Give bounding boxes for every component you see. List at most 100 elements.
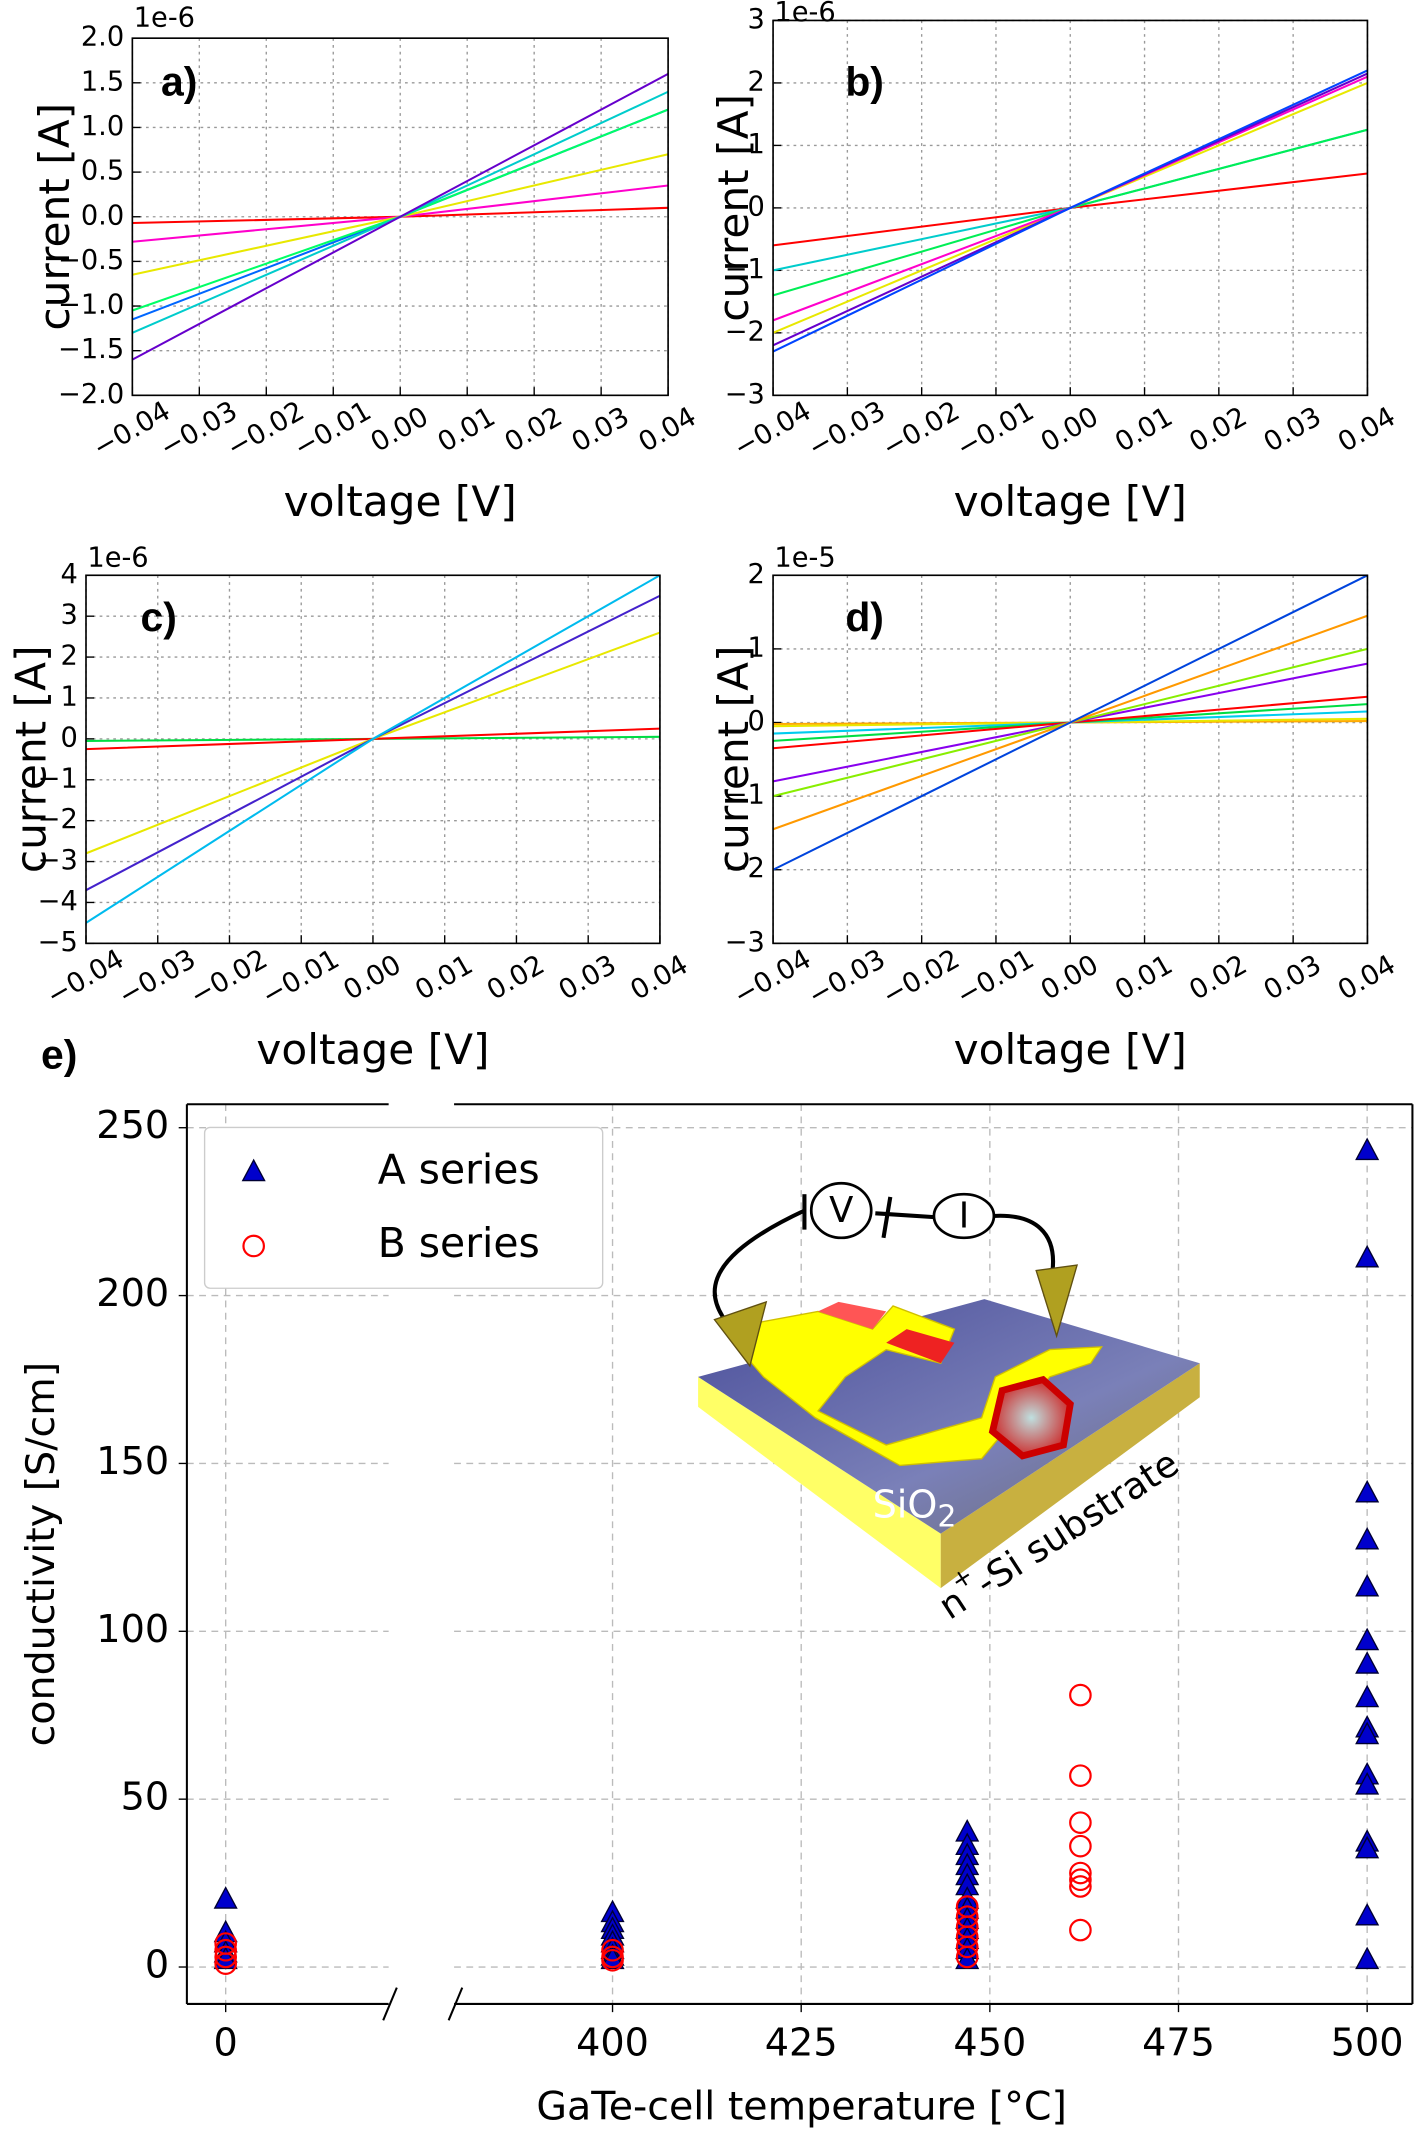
series-line	[772, 574, 1368, 871]
x-tick-label: 0.03	[1259, 401, 1327, 458]
y-tick-label: 1	[60, 681, 77, 712]
x-tick-label: −0.01	[952, 944, 1040, 1013]
series-line	[772, 69, 1368, 353]
x-tick-label: 0	[214, 2021, 238, 2065]
y-tick-label: 250	[96, 1104, 169, 1148]
probe	[713, 1300, 768, 1368]
y-tick-label: −2.0	[58, 379, 124, 410]
y-tick-label: 0	[748, 191, 765, 222]
y-tick-label: −2	[725, 316, 765, 347]
triangle-marker	[955, 1946, 980, 1970]
circle-marker	[214, 1952, 237, 1975]
y-axis-title: current [A]	[7, 645, 56, 873]
y-axis-title: current [A]	[709, 645, 758, 873]
plot-frame	[772, 574, 1369, 945]
current-symbol: I	[959, 1195, 969, 1236]
series-line	[85, 574, 661, 924]
circle-marker	[601, 1938, 624, 1962]
flake	[988, 1375, 1074, 1460]
x-tick-label: 0.00	[366, 401, 434, 458]
y-tick-label: 100	[96, 1608, 169, 1652]
x-tick-label: 0.04	[1333, 949, 1401, 1006]
x-tick-label: 0.04	[625, 949, 693, 1006]
plot-frame	[772, 19, 1369, 397]
x-tick-label: −0.02	[877, 944, 965, 1013]
y-tick-label: 1.0	[81, 111, 124, 142]
panel-label: a)	[161, 58, 197, 104]
x-tick-label: 0.00	[1036, 401, 1104, 458]
circle-marker	[214, 1945, 237, 1969]
circle-marker	[1069, 1683, 1092, 1707]
x-tick-label: −0.02	[185, 944, 273, 1013]
plot-frame	[131, 37, 669, 397]
flake	[818, 1301, 887, 1330]
x-tick-label: 0.04	[1333, 401, 1401, 458]
legend-label: A series	[378, 1145, 540, 1193]
triangle-marker	[1355, 1627, 1380, 1651]
oxide-index: 2	[937, 1499, 956, 1534]
triangle-marker	[1355, 1772, 1380, 1795]
y-tick-label: 0.5	[81, 156, 124, 187]
wire	[881, 1196, 893, 1239]
x-tick-label: 0.01	[433, 401, 501, 458]
y-tick-label: 0	[145, 1944, 169, 1988]
y-tick-label: 3	[60, 600, 77, 631]
triangle-marker	[213, 1886, 238, 1909]
y-tick-label: −1	[725, 780, 765, 811]
x-tick-label: 500	[1331, 2021, 1404, 2065]
plot-frame	[85, 574, 661, 945]
panel-label: b)	[845, 58, 884, 104]
device-schematic: V I SiO2 n+-Si substrate	[698, 1181, 1200, 1628]
y-tick-label: −2	[725, 853, 765, 884]
series-line	[772, 72, 1368, 347]
circle-marker	[1069, 1918, 1092, 1942]
x-tick-label: −0.02	[222, 396, 310, 465]
y-axis-title: conductivity [S/cm]	[18, 1362, 64, 1747]
series-line	[132, 184, 669, 243]
y-tick-label: −4	[38, 886, 78, 917]
triangle-marker	[1355, 1244, 1380, 1268]
x-tick-label: 0.03	[1259, 949, 1327, 1006]
y-axis-title: current [A]	[709, 94, 758, 322]
x-axis-title: voltage [V]	[954, 1025, 1187, 1074]
triangle-marker	[1355, 1526, 1380, 1550]
x-axis-title: voltage [V]	[284, 477, 517, 526]
substrate-side	[940, 1363, 1200, 1589]
legend-marker	[241, 1158, 266, 1182]
x-tick-label: 0.01	[1110, 401, 1178, 458]
x-tick-label: −0.03	[803, 944, 891, 1013]
x-tick-label: 0.04	[634, 401, 702, 458]
circle-marker	[955, 1935, 979, 1959]
legend-label: B series	[378, 1219, 540, 1267]
wire	[875, 1211, 939, 1220]
y-axis-title: current [A]	[30, 103, 79, 331]
circle-marker	[1069, 1834, 1092, 1858]
offset-label: 1e-6	[87, 542, 148, 573]
probe	[1035, 1264, 1079, 1339]
y-tick-label: 0.0	[81, 200, 124, 231]
x-axis-title: GaTe-cell temperature [°C]	[536, 2083, 1067, 2129]
y-tick-label: 1.5	[81, 66, 124, 97]
x-axis-title: voltage [V]	[954, 477, 1187, 526]
x-tick-label: 0.02	[482, 949, 550, 1006]
triangle-marker	[1355, 1946, 1380, 1970]
y-tick-label: 2	[748, 66, 765, 97]
legend-box	[203, 1126, 604, 1289]
y-tick-label: 2	[748, 559, 765, 590]
legend-marker	[242, 1234, 265, 1258]
triangle-marker	[1355, 1479, 1380, 1503]
panel-label: e)	[41, 1032, 77, 1078]
axis-line	[382, 1987, 398, 2021]
x-tick-label: −0.01	[257, 944, 345, 1013]
triangle-marker	[1355, 1573, 1380, 1597]
triangle-marker	[1355, 1684, 1380, 1708]
offset-label: 1e-6	[774, 0, 835, 28]
y-tick-label: −1.0	[58, 290, 124, 321]
y-tick-label: 200	[96, 1272, 169, 1316]
substrate-side	[698, 1376, 941, 1589]
circle-marker	[1069, 1875, 1092, 1898]
x-tick-label: 475	[1142, 2021, 1215, 2065]
y-tick-label: 2	[60, 641, 77, 672]
y-tick-label: −1	[38, 763, 78, 794]
